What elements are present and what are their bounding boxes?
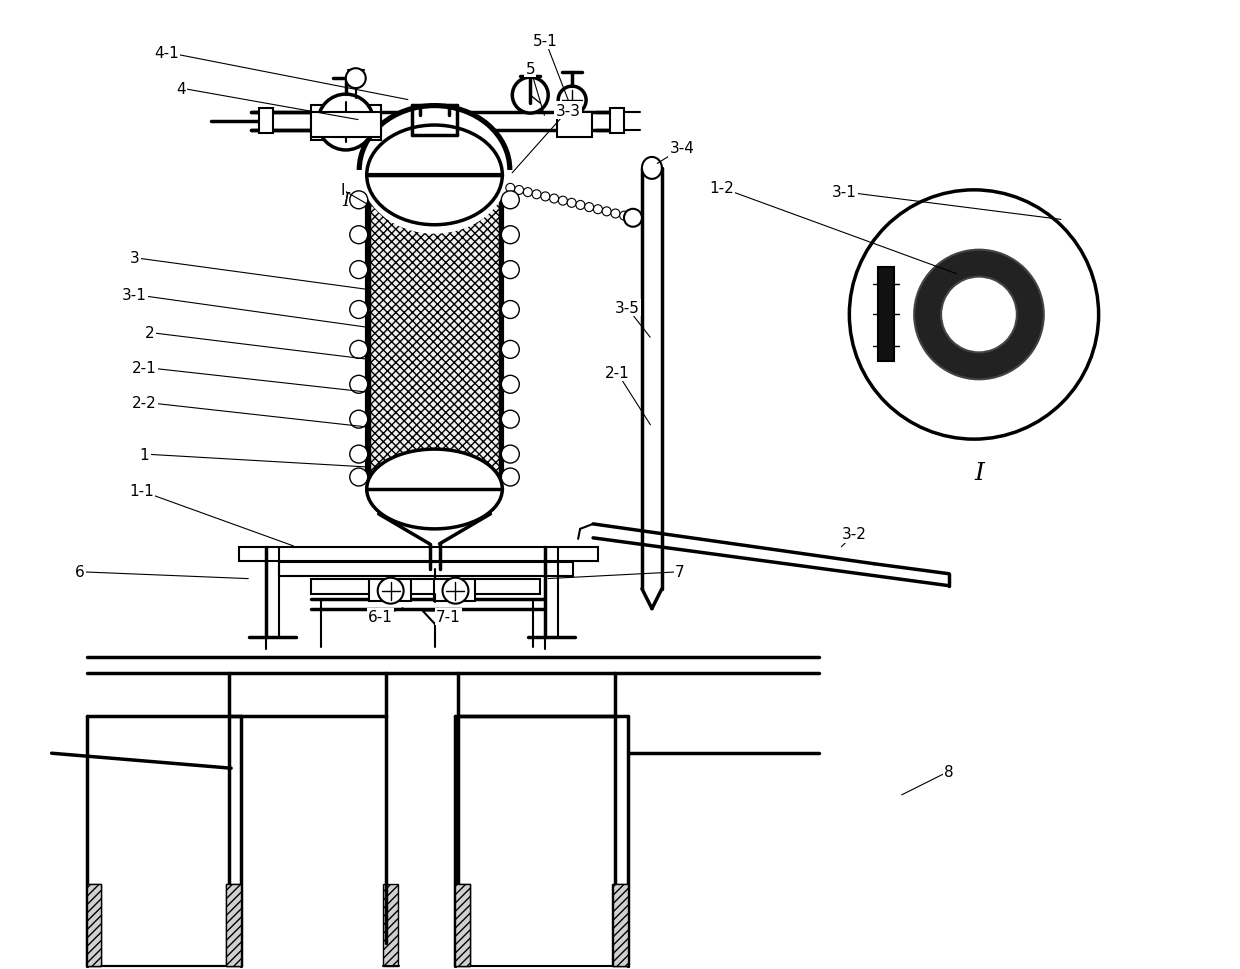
Text: I: I xyxy=(341,183,345,198)
Circle shape xyxy=(585,203,594,212)
Text: 1-1: 1-1 xyxy=(129,484,154,499)
Bar xyxy=(613,884,627,966)
Text: 3-1: 3-1 xyxy=(122,288,146,302)
Circle shape xyxy=(506,184,515,193)
Bar xyxy=(239,547,598,561)
Circle shape xyxy=(350,262,368,279)
Bar xyxy=(87,884,102,966)
Text: I: I xyxy=(975,461,983,484)
Text: 3: 3 xyxy=(129,251,139,266)
Circle shape xyxy=(350,469,368,486)
Circle shape xyxy=(594,205,603,214)
Text: 6-1: 6-1 xyxy=(368,610,393,624)
Circle shape xyxy=(611,209,620,219)
Text: 2: 2 xyxy=(145,326,154,340)
Circle shape xyxy=(501,469,520,486)
Circle shape xyxy=(512,78,548,114)
Circle shape xyxy=(624,209,642,228)
Text: 3-1: 3-1 xyxy=(832,185,857,201)
Circle shape xyxy=(541,193,549,202)
Circle shape xyxy=(501,301,520,319)
Bar xyxy=(279,562,573,577)
Circle shape xyxy=(443,578,469,604)
Text: 2-1: 2-1 xyxy=(131,360,156,375)
Circle shape xyxy=(558,197,568,206)
Circle shape xyxy=(350,341,368,359)
Circle shape xyxy=(849,191,1099,440)
Bar xyxy=(226,884,241,966)
Circle shape xyxy=(532,191,541,200)
Circle shape xyxy=(501,446,520,463)
Text: 3-5: 3-5 xyxy=(615,300,640,316)
Text: 3-2: 3-2 xyxy=(842,527,867,542)
Bar xyxy=(434,579,475,601)
Bar xyxy=(383,884,398,966)
Circle shape xyxy=(317,95,373,151)
Circle shape xyxy=(378,578,404,604)
Circle shape xyxy=(501,262,520,279)
Circle shape xyxy=(501,411,520,428)
Circle shape xyxy=(501,376,520,393)
Circle shape xyxy=(350,376,368,393)
Ellipse shape xyxy=(642,158,662,179)
Ellipse shape xyxy=(360,107,510,234)
Circle shape xyxy=(575,202,585,210)
Text: 7: 7 xyxy=(675,565,684,579)
Bar xyxy=(311,579,541,594)
Circle shape xyxy=(501,227,520,244)
Ellipse shape xyxy=(367,126,502,226)
Text: 2-2: 2-2 xyxy=(131,395,156,410)
Text: I: I xyxy=(342,192,350,209)
Bar xyxy=(226,884,241,966)
Circle shape xyxy=(501,341,520,359)
Text: 7-1: 7-1 xyxy=(436,610,461,624)
Bar xyxy=(610,109,624,134)
Circle shape xyxy=(346,69,366,89)
Text: 1-2: 1-2 xyxy=(709,181,734,196)
Circle shape xyxy=(549,195,558,203)
Text: 4: 4 xyxy=(176,81,186,97)
Text: 5-1: 5-1 xyxy=(533,34,558,48)
Circle shape xyxy=(350,227,368,244)
Bar xyxy=(311,113,381,138)
Text: 6: 6 xyxy=(74,565,84,579)
Text: 3-4: 3-4 xyxy=(670,141,694,156)
Text: 5: 5 xyxy=(526,62,536,77)
Circle shape xyxy=(515,186,523,196)
Circle shape xyxy=(350,301,368,319)
Bar xyxy=(368,579,410,601)
Circle shape xyxy=(350,446,368,463)
Bar xyxy=(259,109,273,134)
Text: 4-1: 4-1 xyxy=(154,46,179,61)
Bar xyxy=(311,106,381,141)
Circle shape xyxy=(603,207,611,217)
Circle shape xyxy=(629,214,637,223)
Circle shape xyxy=(350,192,368,209)
Bar xyxy=(87,884,102,966)
Bar xyxy=(613,884,627,966)
Circle shape xyxy=(501,192,520,209)
Bar xyxy=(368,175,501,478)
Circle shape xyxy=(350,411,368,428)
Ellipse shape xyxy=(367,450,502,529)
Text: 2-1: 2-1 xyxy=(605,365,630,381)
Bar xyxy=(455,884,470,966)
Text: 1: 1 xyxy=(140,447,149,462)
Circle shape xyxy=(558,87,587,115)
Circle shape xyxy=(620,212,629,221)
Bar xyxy=(878,267,894,362)
Bar xyxy=(557,113,591,138)
Text: 3-3: 3-3 xyxy=(556,104,580,118)
Circle shape xyxy=(567,199,577,208)
Text: 8: 8 xyxy=(944,764,954,779)
Circle shape xyxy=(523,188,532,198)
Bar xyxy=(455,884,470,966)
Polygon shape xyxy=(423,611,446,624)
